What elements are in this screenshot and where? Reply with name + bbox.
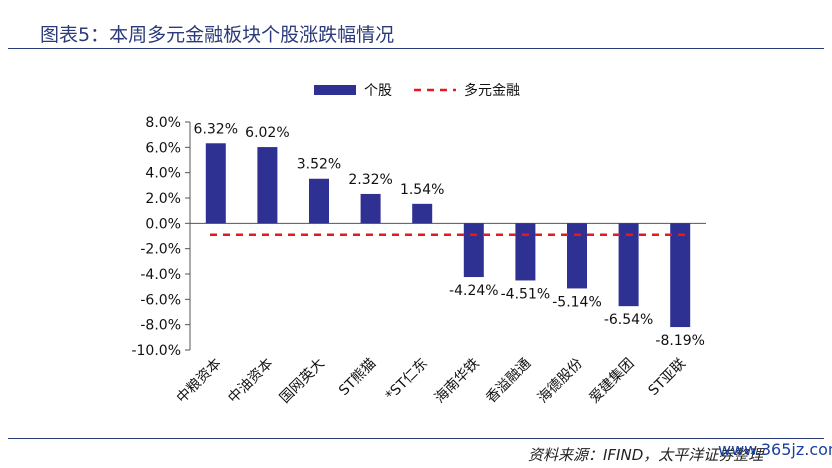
y-tick-label: 0.0% xyxy=(145,216,181,232)
y-tick-label: -4.0% xyxy=(140,267,181,283)
category-label: 海德股份 xyxy=(535,356,586,407)
bar xyxy=(618,223,639,307)
category-label: 国网英大 xyxy=(276,355,328,407)
bar xyxy=(360,193,381,224)
y-axis: 8.0% 6.0% 4.0% 2.0% 0.0% -2.0% -4.0% -6.0% -8.0%… xyxy=(131,115,706,359)
bar xyxy=(515,223,536,281)
data-label: -4.24% xyxy=(449,283,499,299)
category-label: ST熊猫 xyxy=(336,356,379,399)
y-tick-label: 2.0% xyxy=(145,191,181,207)
bar xyxy=(309,178,329,224)
data-label: -5.14% xyxy=(552,294,602,310)
bars-group xyxy=(205,143,691,328)
y-tick-label: 4.0% xyxy=(145,166,181,182)
footer-divider xyxy=(8,438,824,439)
data-labels-group: 6.32% 6.02% 3.52% 2.32% 1.54% -4.24% -4.51% -5.… xyxy=(194,121,705,349)
y-tick-label: 8.0% xyxy=(145,115,181,131)
bar xyxy=(567,223,587,289)
y-tick-label: -8.0% xyxy=(140,318,181,334)
category-label: 香溢融通 xyxy=(483,356,534,407)
watermark: www.365jz.com xyxy=(718,440,832,459)
y-tick-label: -2.0% xyxy=(140,242,181,258)
legend: 个股 多元金融 xyxy=(314,82,520,99)
category-label: 爱建集团 xyxy=(586,355,638,407)
bar xyxy=(205,143,226,224)
legend-label-stock: 个股 xyxy=(364,83,392,99)
data-label: -6.54% xyxy=(604,312,654,328)
legend-bar-swatch xyxy=(314,85,356,95)
category-label: 中油资本 xyxy=(225,356,276,407)
data-label: 6.32% xyxy=(194,121,238,137)
data-label: -4.51% xyxy=(501,286,551,302)
bar xyxy=(670,223,691,328)
data-label: 1.54% xyxy=(400,182,444,198)
category-label: ST亚联 xyxy=(646,356,689,399)
data-label: -8.19% xyxy=(655,333,705,349)
y-tick-label: 6.0% xyxy=(145,140,181,156)
chart-title: 图表5：本周多元金融板块个股涨跌幅情况 xyxy=(40,24,395,46)
bar xyxy=(412,203,433,224)
bar xyxy=(257,147,278,224)
bar xyxy=(463,223,484,278)
title-divider xyxy=(8,48,824,49)
data-label: 6.02% xyxy=(245,125,289,141)
category-labels-group: 中粮资本 中油资本 国网英大 ST熊猫 *ST仁东 海南华铁 香溢融通 海德股份 爱建集团 ST亚… xyxy=(174,355,689,407)
legend-label-sector: 多元金融 xyxy=(464,82,520,99)
y-tick-label: -10.0% xyxy=(131,343,181,359)
source-note: 资料来源：IFIND，太平洋证券整理 xyxy=(528,446,764,464)
data-label: 2.32% xyxy=(348,172,392,188)
category-label: *ST仁东 xyxy=(383,356,431,404)
category-label: 海南华铁 xyxy=(432,356,483,407)
y-tick-label: -6.0% xyxy=(140,292,181,308)
data-label: 3.52% xyxy=(297,157,341,173)
category-label: 中粮资本 xyxy=(174,356,225,407)
